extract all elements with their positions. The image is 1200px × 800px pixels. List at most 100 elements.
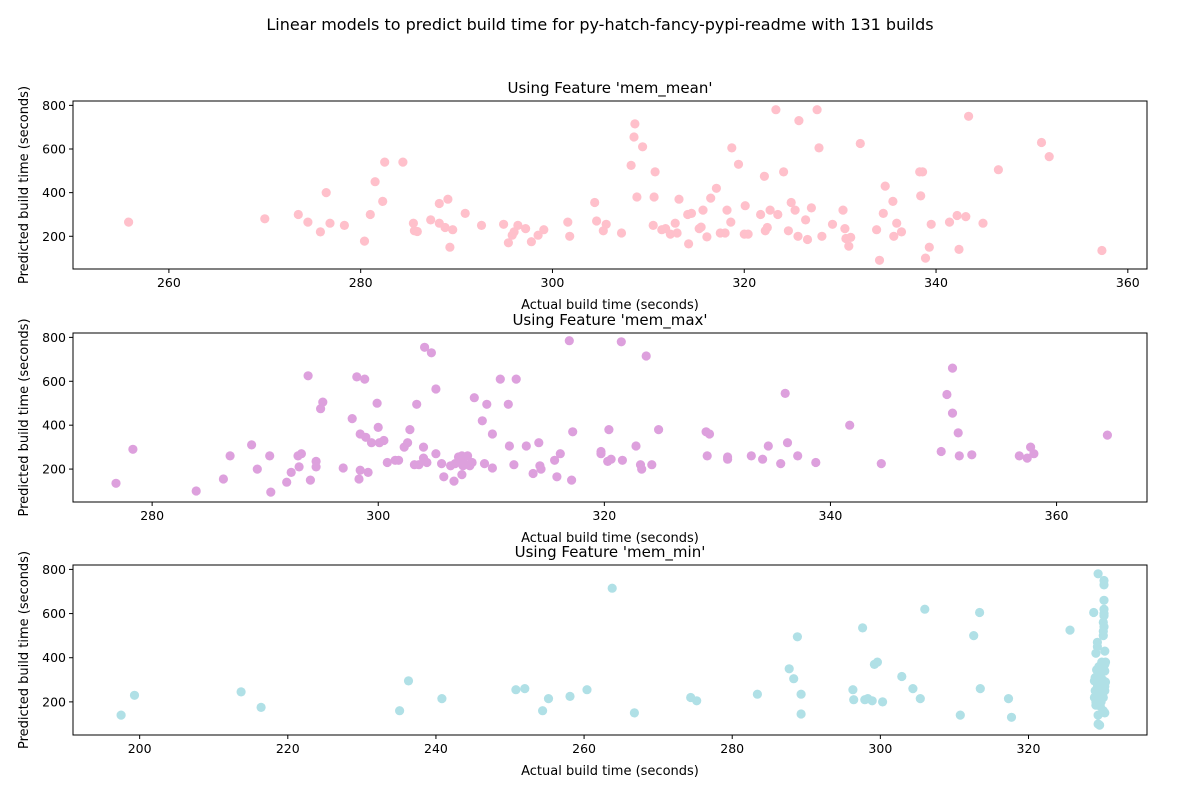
data-point xyxy=(969,631,979,641)
data-point xyxy=(325,218,335,228)
data-point xyxy=(511,374,521,384)
data-point xyxy=(568,427,578,437)
data-point xyxy=(592,216,602,226)
data-point xyxy=(780,388,790,398)
data-point xyxy=(479,459,490,469)
data-point xyxy=(765,205,775,215)
data-point xyxy=(582,685,592,695)
data-point xyxy=(654,425,664,435)
data-point xyxy=(1100,677,1111,687)
data-point xyxy=(434,198,444,209)
data-point xyxy=(952,210,962,221)
data-point xyxy=(403,676,414,686)
data-point xyxy=(947,408,958,418)
data-point xyxy=(792,632,803,642)
data-point xyxy=(528,468,538,479)
data-point xyxy=(111,478,121,488)
data-point xyxy=(318,397,328,407)
x-tick-label: 200 xyxy=(128,741,152,756)
data-point xyxy=(849,695,859,705)
data-point xyxy=(955,710,965,720)
data-point xyxy=(773,209,783,220)
data-point xyxy=(352,372,362,382)
data-point xyxy=(944,217,955,227)
scatter-panel-3: 200 220 240 260 280 300 320 200 400 600 800 Using F… xyxy=(17,543,1148,779)
data-point xyxy=(414,460,424,470)
data-point xyxy=(503,238,513,248)
figure-suptitle: Linear models to predict build time for … xyxy=(266,15,933,34)
data-point xyxy=(499,219,509,229)
data-point xyxy=(759,171,770,181)
data-point xyxy=(565,691,575,702)
data-point xyxy=(360,374,370,384)
data-point xyxy=(641,351,651,361)
data-point xyxy=(1097,245,1107,256)
data-point xyxy=(629,132,639,142)
data-point xyxy=(783,226,794,236)
x-axis-label: Actual build time (seconds) xyxy=(521,764,699,779)
data-point xyxy=(457,470,467,480)
data-point xyxy=(440,222,450,233)
data-point xyxy=(467,457,477,468)
data-point xyxy=(637,464,647,474)
data-point xyxy=(380,157,390,167)
data-point xyxy=(779,167,789,177)
y-axis-label: Predicted build time (seconds) xyxy=(17,318,32,516)
data-point xyxy=(954,451,964,461)
data-point xyxy=(801,215,811,225)
data-point xyxy=(426,215,436,225)
x-axis-label: Actual build time (seconds) xyxy=(521,298,699,313)
data-point xyxy=(626,160,636,170)
data-point xyxy=(398,157,408,167)
data-point xyxy=(752,689,763,699)
data-point xyxy=(617,455,628,465)
data-point xyxy=(763,441,773,451)
data-point xyxy=(305,475,315,485)
data-point xyxy=(1100,666,1110,676)
data-point xyxy=(916,191,926,201)
x-tick-label: 320 xyxy=(592,508,616,523)
data-point xyxy=(520,684,530,694)
data-point xyxy=(511,685,521,695)
data-point xyxy=(509,460,519,470)
data-point xyxy=(616,337,626,347)
data-point xyxy=(1014,451,1024,461)
data-point xyxy=(293,209,303,220)
data-point xyxy=(733,159,744,169)
data-point xyxy=(793,451,803,461)
data-point xyxy=(477,416,487,426)
data-point xyxy=(426,348,436,358)
x-tick-label: 360 xyxy=(1116,275,1140,290)
data-point xyxy=(672,228,682,238)
data-point xyxy=(1099,580,1109,590)
data-point xyxy=(975,684,985,694)
panel-title: Using Feature 'mem_min' xyxy=(515,543,706,562)
data-point xyxy=(722,205,732,215)
data-point xyxy=(845,420,855,430)
axes-frame xyxy=(72,100,1148,270)
data-point xyxy=(265,451,275,461)
scatter-panel-1: 260 280 300 320 340 360 200 400 600 800 Using Feat… xyxy=(17,79,1148,313)
data-point xyxy=(408,218,418,228)
data-point xyxy=(794,116,804,126)
data-point xyxy=(670,218,680,228)
data-point xyxy=(431,449,441,459)
y-axis-label: Predicted build time (seconds) xyxy=(17,551,32,749)
data-point xyxy=(604,425,614,435)
data-point xyxy=(827,219,838,229)
data-point xyxy=(892,218,902,228)
data-point xyxy=(412,399,422,409)
data-point xyxy=(855,138,865,149)
data-point xyxy=(370,177,380,187)
data-point xyxy=(908,684,918,694)
data-point xyxy=(650,167,660,177)
data-point xyxy=(647,460,657,470)
data-point xyxy=(1022,453,1032,463)
axes-frame xyxy=(72,332,1148,503)
data-point xyxy=(926,219,936,229)
data-point xyxy=(1099,622,1109,632)
data-point xyxy=(817,231,827,241)
data-point xyxy=(867,696,877,706)
data-point xyxy=(296,449,306,459)
data-point xyxy=(638,142,648,152)
